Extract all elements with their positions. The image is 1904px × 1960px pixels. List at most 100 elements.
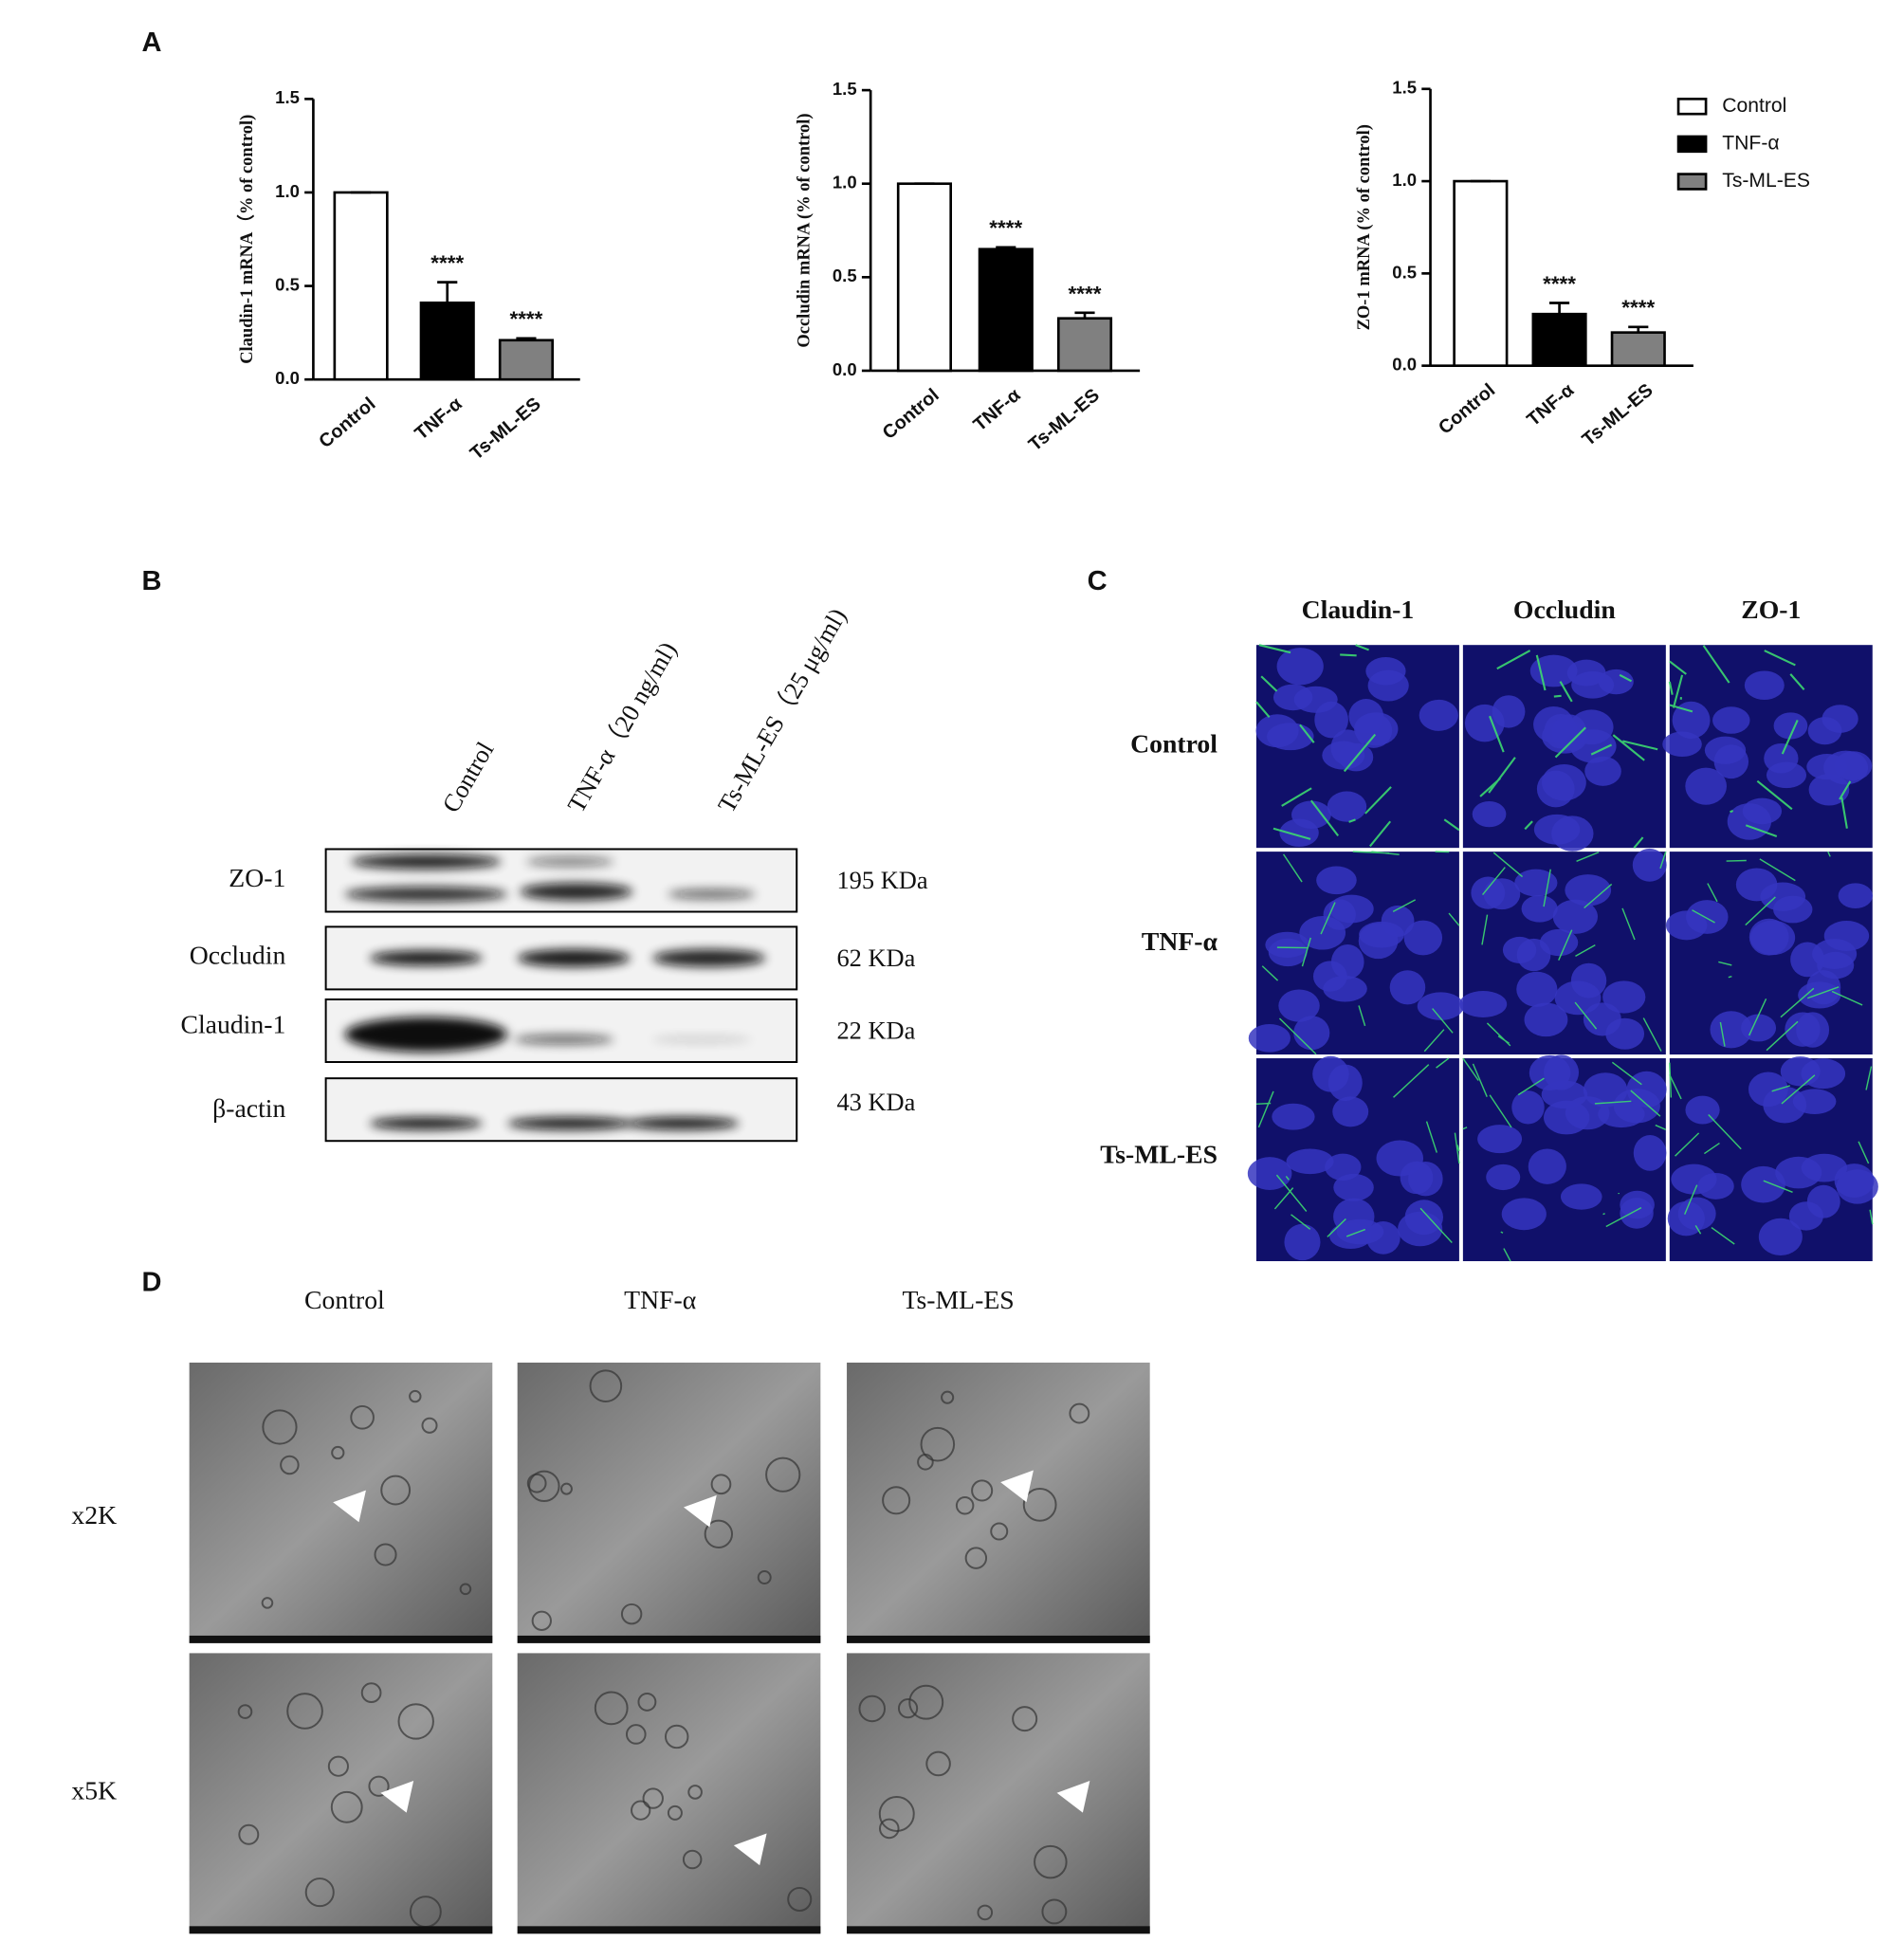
significance: ****	[509, 307, 542, 331]
scale-strip	[189, 1926, 493, 1934]
organelle	[620, 1603, 643, 1625]
y-tick-label: 1.0	[275, 181, 300, 201]
panel-label: C	[1088, 566, 1108, 596]
if-row-label: Control	[1130, 729, 1217, 759]
junction-stain	[1669, 1062, 1874, 1245]
organelle	[262, 1409, 298, 1445]
nucleus	[1542, 719, 1588, 754]
organelle	[977, 1904, 994, 1921]
y-tick-label: 0.0	[833, 359, 857, 379]
nucleus	[1514, 869, 1558, 897]
blot-size: 195 KDa	[836, 866, 927, 894]
nucleus	[1299, 916, 1346, 950]
y-tick-label: 1.5	[275, 87, 300, 107]
y-axis-label: Claudin-1 mRNA（% of control)	[236, 115, 257, 364]
blot-protein: β-actin	[212, 1093, 285, 1123]
blot-band	[369, 950, 483, 966]
significance: ****	[1069, 282, 1102, 305]
x-tick-label: Ts-ML-ES	[1579, 379, 1657, 450]
nucleus	[1408, 1162, 1443, 1197]
nucleus	[1798, 981, 1841, 1009]
nucleus	[1632, 848, 1667, 882]
blot-band	[517, 949, 631, 967]
error-bar	[516, 337, 537, 340]
error-bar	[1074, 311, 1095, 319]
nucleus	[1742, 797, 1783, 825]
organelle	[1041, 1898, 1068, 1925]
organelle	[280, 1455, 300, 1475]
legend-swatch	[1676, 173, 1708, 191]
nucleus	[1710, 1011, 1752, 1049]
organelle	[380, 1475, 412, 1506]
bar	[1610, 331, 1666, 367]
nucleus	[1686, 900, 1729, 934]
organelle	[238, 1823, 260, 1845]
blot-band	[520, 883, 633, 901]
x-tick-label: Control	[1435, 379, 1499, 438]
nucleus	[1486, 1163, 1521, 1191]
nucleus	[1613, 1089, 1660, 1124]
nucleus	[1511, 1090, 1545, 1125]
significance: ****	[430, 251, 464, 275]
y-tick-label: 0.5	[1392, 262, 1417, 282]
nucleus	[1284, 1223, 1321, 1261]
nucleus	[1265, 931, 1309, 959]
organelle	[878, 1795, 915, 1832]
nucleus	[1801, 1058, 1846, 1090]
junction-stain	[1462, 1057, 1667, 1262]
nucleus	[1332, 1096, 1369, 1127]
x-tick-label: Ts-ML-ES	[467, 394, 545, 465]
nucleus	[1471, 876, 1506, 909]
organelle	[990, 1522, 1009, 1541]
arrowhead	[684, 1494, 717, 1528]
organelle	[858, 1694, 886, 1723]
blot-size: 22 KDa	[836, 1017, 915, 1045]
nucleus	[1276, 648, 1324, 686]
organelle	[664, 1724, 689, 1749]
nucleus	[1312, 1055, 1349, 1092]
organelle	[327, 1755, 349, 1777]
tem-column-label: Ts-ML-ES	[903, 1285, 1015, 1314]
nucleus	[1773, 712, 1808, 740]
nucleus	[1741, 1165, 1785, 1203]
blot-band	[652, 949, 766, 967]
arrowhead	[733, 1833, 767, 1866]
scale-strip	[847, 1635, 1150, 1643]
blot-frame	[324, 1077, 798, 1143]
nucleus	[1633, 1135, 1667, 1171]
blot-band	[626, 1117, 740, 1130]
y-tick-label: 1.5	[833, 79, 857, 99]
bar	[1531, 312, 1587, 367]
organelle	[526, 1473, 547, 1493]
panel-label: B	[141, 566, 161, 596]
legend-swatch	[1676, 135, 1708, 154]
nucleus	[1667, 1200, 1705, 1236]
nucleus	[1796, 1012, 1830, 1048]
nucleus	[1552, 899, 1598, 934]
blot-size: 62 KDa	[836, 943, 915, 972]
organelle	[594, 1691, 629, 1726]
organelle	[1012, 1706, 1038, 1732]
arrowhead	[333, 1490, 366, 1523]
junction-stain	[1692, 851, 1863, 1052]
bar	[1056, 317, 1113, 373]
nucleus	[1278, 989, 1320, 1022]
bar	[333, 191, 389, 381]
x-tick-label: Control	[879, 385, 943, 444]
nucleus	[1836, 1169, 1878, 1204]
tem-column-label: Control	[304, 1285, 385, 1314]
organelle	[1022, 1487, 1057, 1522]
significance: ****	[1543, 272, 1576, 296]
nucleus	[1554, 980, 1602, 1016]
organelle	[964, 1547, 988, 1569]
nucleus	[1565, 874, 1612, 907]
organelle	[955, 1495, 975, 1515]
nucleus	[1748, 918, 1789, 956]
y-tick-label: 0.5	[275, 274, 300, 294]
organelle	[704, 1519, 734, 1548]
organelle	[667, 1804, 683, 1821]
organelle	[331, 1445, 345, 1460]
nucleus	[1312, 961, 1347, 992]
nucleus	[1291, 800, 1331, 829]
y-tick-label: 1.5	[1392, 78, 1417, 98]
